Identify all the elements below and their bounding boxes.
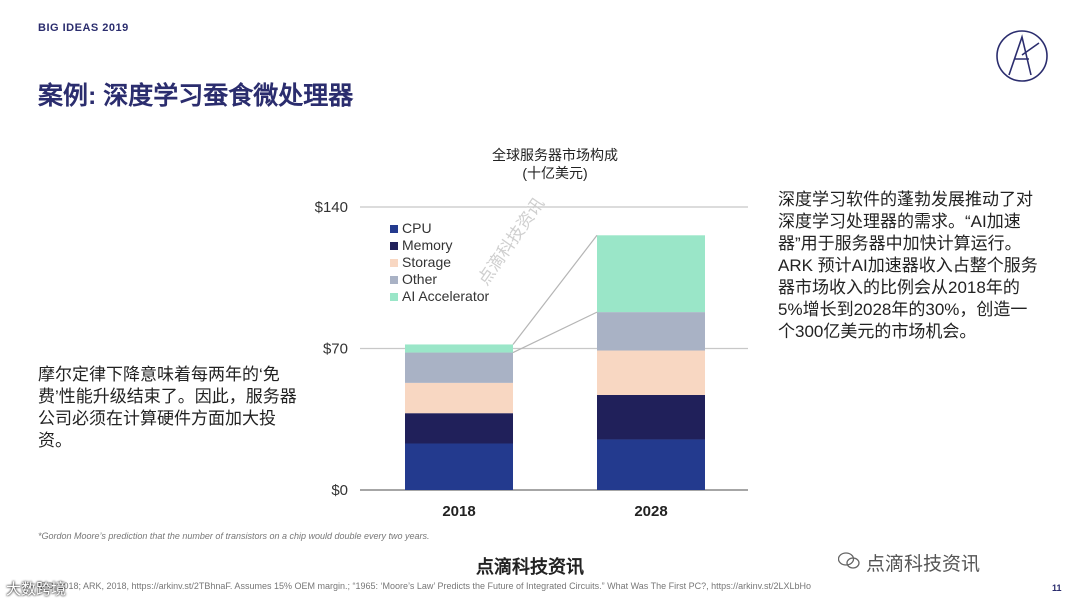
bar-segment xyxy=(597,394,705,440)
y-tick-label: $70 xyxy=(323,341,348,358)
right-paragraph-1: 深度学习软件的蓬勃发展推动了对深度学习处理器的需求。“AI加速器”用于服务器中加… xyxy=(778,190,1033,253)
sources-line: IDC, 2018; ARK, 2018, https://arkinv.st/… xyxy=(38,581,811,591)
chart-subtitle: (十亿美元) xyxy=(522,165,588,181)
legend-swatch xyxy=(390,276,398,284)
bar-segment xyxy=(597,235,705,313)
legend-label: CPU xyxy=(402,220,432,236)
footnote: *Gordon Moore’s prediction that the numb… xyxy=(38,531,430,541)
bar-segment xyxy=(597,350,705,395)
y-tick-label: $140 xyxy=(315,199,348,216)
legend-label: AI Accelerator xyxy=(402,288,489,304)
legend-swatch xyxy=(390,225,398,233)
legend-swatch xyxy=(390,293,398,301)
legend-label: Memory xyxy=(402,237,453,253)
page-title: 案例: 深度学习蚕食微处理器 xyxy=(38,82,354,110)
legend-swatch xyxy=(390,259,398,267)
watermark-center: 点滴科技资讯 xyxy=(476,557,584,577)
x-tick-label: 2028 xyxy=(634,503,667,520)
bar-segment xyxy=(405,344,513,353)
page-number: 11 xyxy=(1052,583,1062,593)
brand-label: BIG IDEAS 2019 xyxy=(38,22,129,34)
bar-segment xyxy=(405,443,513,490)
bar-segment xyxy=(405,413,513,444)
chart-title: 全球服务器市场构成 xyxy=(492,147,618,163)
left-paragraph: 摩尔定律下降意味着每两年的‘免费’性能升级结束了。因此，服务器公司必须在计算硬件… xyxy=(38,365,297,450)
right-paragraph: 深度学习软件的蓬勃发展推动了对深度学习处理器的需求。“AI加速器”用于服务器中加… xyxy=(778,189,1040,343)
right-paragraph-2: ARK 预计AI加速器收入占整个服务器市场收入的比例会从2018年的5%增长到2… xyxy=(778,256,1038,341)
legend-swatch xyxy=(390,242,398,250)
bar-segment xyxy=(597,312,705,351)
legend-label: Other xyxy=(402,271,437,287)
connector-line xyxy=(512,311,598,354)
connector-line xyxy=(512,234,598,345)
watermark-right: 点滴科技资讯 xyxy=(866,554,981,575)
x-tick-label: 2018 xyxy=(442,503,475,520)
bar-segment xyxy=(597,439,705,490)
watermark-left: 大数跨境 xyxy=(6,581,67,598)
wechat-icon xyxy=(838,552,860,569)
bar-segment xyxy=(405,382,513,414)
bar-segment xyxy=(405,352,513,383)
legend-label: Storage xyxy=(402,254,451,270)
y-tick-label: $0 xyxy=(331,482,348,499)
ark-logo-icon xyxy=(996,30,1048,82)
